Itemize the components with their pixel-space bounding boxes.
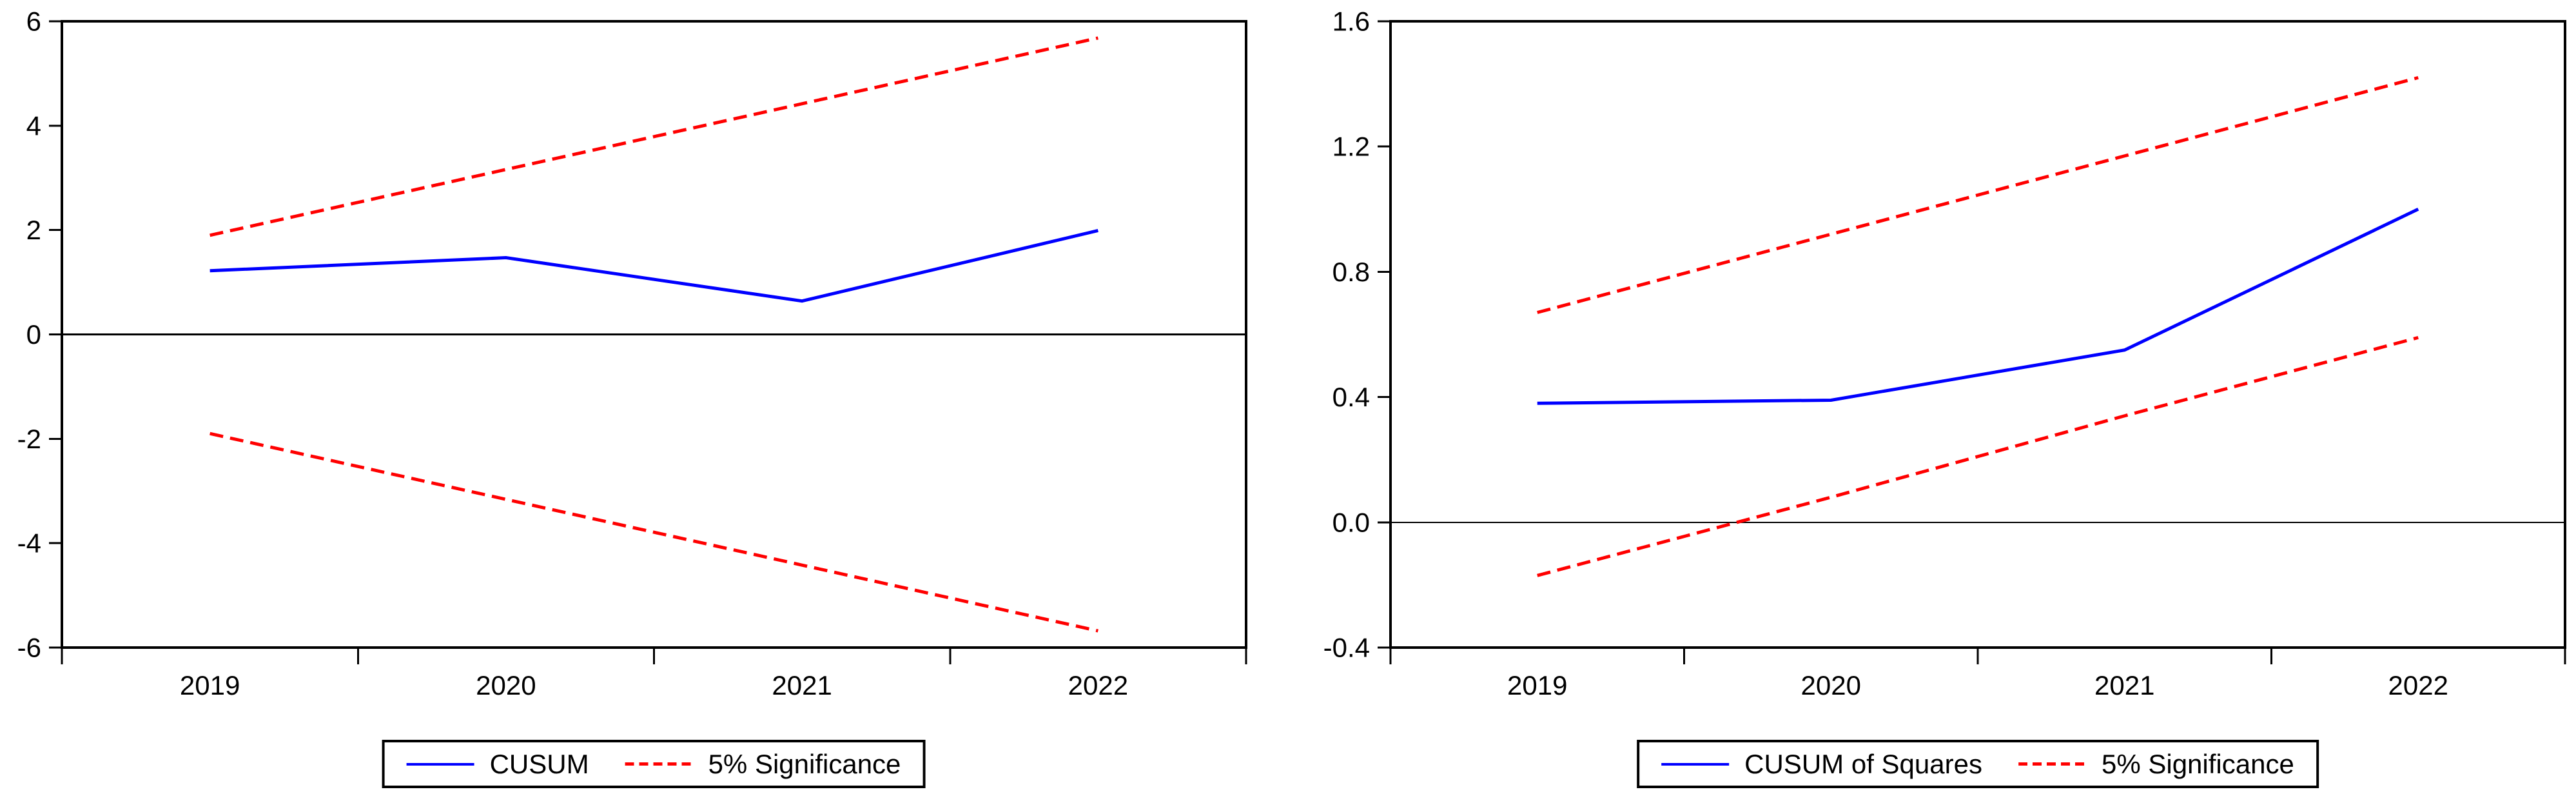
y-tick-label: 0 (26, 319, 41, 350)
y-tick-label: 0.0 (1332, 507, 1370, 537)
y-tick-label: -2 (17, 424, 41, 454)
y-tick-label: 0.8 (1332, 257, 1370, 287)
cusum-legend-label: CUSUM (489, 748, 589, 779)
significance-legend-label: 5% Significance (2101, 748, 2294, 779)
y-tick-label: -0.4 (1323, 633, 1370, 663)
y-tick-label: 2 (26, 215, 41, 245)
5-significance-lower-bound-line (210, 431, 1098, 633)
x-tick-label: 2021 (772, 670, 832, 700)
y-tick-label: 0.4 (1332, 382, 1370, 412)
cusum-of-squares-legend-label: CUSUM of Squares (1744, 748, 1982, 779)
y-tick-label: 1.2 (1332, 132, 1370, 162)
y-tick-label: -4 (17, 528, 41, 559)
cusum-line (210, 229, 1098, 303)
y-tick-label: 4 (26, 110, 41, 141)
cusum-plot: 6 4 2 0 -2 -4 -6 2019 2020 2021 2022 (17, 6, 1247, 700)
x-tick-label: 2022 (1068, 670, 1128, 700)
cusum-of-squares-plot: 1.6 1.2 0.8 0.4 0.0 -0.4 2019 2020 2021 2022 (1323, 6, 2566, 700)
x-tick-label: 2019 (180, 670, 240, 700)
cusum-line-sample (406, 762, 474, 766)
5-significance-upper-bound-line (1537, 75, 2419, 314)
cusum-legend: CUSUM 5% Significance (382, 740, 926, 788)
cusum-chart: 6 4 2 0 -2 -4 -6 2019 2020 2021 2022 CUSUM 5% Sign… (17, 6, 1247, 788)
x-tick-label: 2020 (476, 670, 536, 700)
significance-line-sample (625, 762, 693, 766)
x-tick-label: 2020 (1801, 670, 1861, 700)
cusum-of-squares-chart: 1.6 1.2 0.8 0.4 0.0 -0.4 2019 2020 2021 2022 CUSU… (1288, 0, 2576, 803)
x-tick-label: 2022 (2388, 670, 2448, 700)
5-significance-lower-bound-line (1537, 335, 2419, 577)
y-tick-label: 6 (26, 6, 41, 37)
cusum-of-squares-legend: CUSUM of Squares 5% Significance (1637, 740, 2319, 788)
cusum-of-squares-line-sample (1661, 762, 1730, 766)
significance-legend-label: 5% Significance (708, 748, 901, 779)
x-tick-label: 2019 (1507, 670, 1567, 700)
plot-border (1389, 20, 2566, 649)
x-tick-label: 2021 (2094, 670, 2154, 700)
y-tick-label: -6 (17, 633, 41, 663)
cusum-of-squares-line (1537, 208, 2419, 405)
y-tick-label: 1.6 (1332, 6, 1370, 37)
5-significance-upper-bound-line (210, 36, 1098, 237)
significance-line-sample (2018, 762, 2086, 766)
